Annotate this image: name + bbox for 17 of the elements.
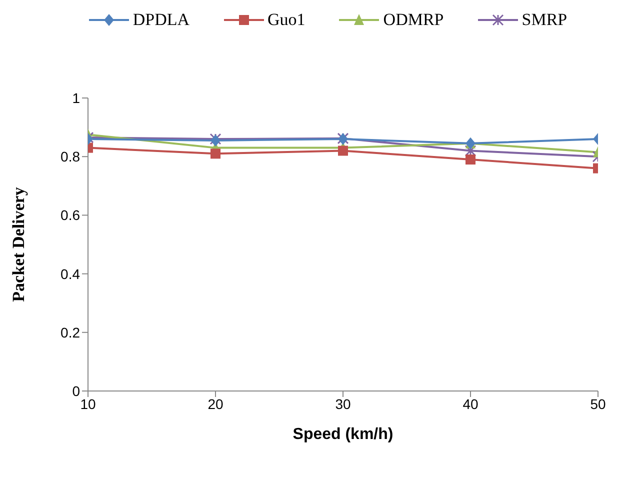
y-tick-label: 0.4 [60,266,80,282]
legend-label: Guo1 [266,10,306,30]
x-tick-label: 40 [462,396,478,412]
legend-label: ODMRP [382,10,444,30]
x-tick-label: 30 [335,396,351,412]
y-tick-label: 0 [72,382,80,399]
x-tick-label: 20 [208,396,224,412]
x-tick-label: 50 [590,396,606,412]
y-tick-label: 1 [72,90,80,106]
legend-label: SMRP [520,10,568,30]
x-axis-title: Speed (km/h) [292,426,394,443]
y-tick-label: 0.8 [60,148,80,165]
legend-label: DPDLA [132,10,190,30]
y-axis-title: Packet Delivery [9,186,28,302]
y-tick-label: 0.2 [60,324,80,340]
y-tick-label: 0.6 [60,207,80,224]
x-tick-label: 10 [80,396,96,412]
